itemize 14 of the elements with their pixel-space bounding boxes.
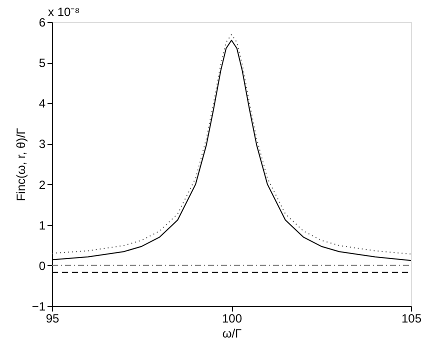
y-tick-label: −1 [32, 300, 46, 314]
y-tick-label: 6 [38, 16, 46, 30]
x-tick-label: 105 [401, 312, 422, 326]
y-axis-title: Finc(ω, r, θ)/Γ [14, 127, 28, 202]
y-tick-label: 4 [38, 96, 46, 111]
x-tick-label: 95 [46, 312, 60, 326]
text: x 10⁻⁸ [48, 5, 80, 19]
y-tick-label: 0 [38, 258, 46, 273]
y-tick-label: 1 [38, 218, 46, 232]
y-tick-label: 3 [38, 137, 46, 152]
y-tick-label: 2 [38, 178, 46, 192]
x-axis-title: ω/Γ [222, 326, 242, 340]
y-tick-label: 5 [38, 56, 46, 70]
x-tick-label: 100 [222, 312, 242, 326]
